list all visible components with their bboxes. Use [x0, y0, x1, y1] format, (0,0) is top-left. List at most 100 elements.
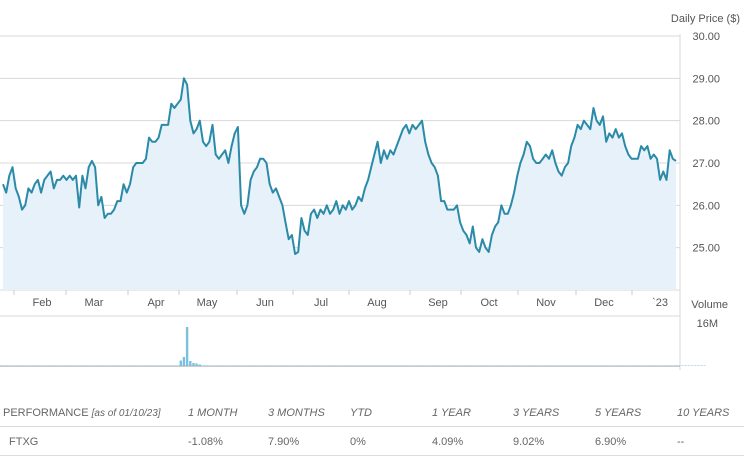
- performance-label: PERFORMANCE: [3, 407, 89, 419]
- volume-bar: [481, 365, 484, 366]
- volume-bar: [598, 365, 601, 366]
- volume-bar: [65, 365, 68, 366]
- volume-bar: [658, 365, 662, 366]
- volume-bar: [90, 365, 94, 366]
- volume-bar: [36, 365, 40, 366]
- volume-bar: [341, 365, 344, 366]
- volume-bar: [170, 365, 173, 366]
- x-tick-label: Aug: [367, 297, 387, 309]
- y-tick-label: 29.00: [692, 73, 720, 85]
- volume-bar: [573, 365, 576, 366]
- volume-bar: [309, 365, 313, 366]
- volume-bar: [516, 365, 519, 366]
- volume-bar: [274, 365, 278, 366]
- value-10-years: --: [677, 426, 744, 456]
- volume-bar: [668, 365, 671, 366]
- volume-bar: [189, 361, 192, 366]
- volume-bar: [525, 365, 528, 366]
- volume-bar: [646, 365, 649, 366]
- volume-bar: [630, 365, 633, 366]
- volume-bar: [255, 365, 259, 366]
- volume-bar: [449, 365, 452, 366]
- volume-bar: [687, 365, 690, 366]
- volume-bar: [138, 365, 141, 366]
- volume-bar: [157, 365, 160, 366]
- x-tick-label: Jul: [314, 297, 328, 309]
- volume-bar: [1, 365, 5, 366]
- x-tick-label: Sep: [428, 297, 448, 309]
- volume-bar: [509, 365, 513, 366]
- volume-bar: [325, 365, 328, 366]
- volume-bar: [370, 365, 373, 366]
- value-1-year: 4.09%: [432, 426, 513, 456]
- volume-bar: [424, 365, 427, 366]
- volume-bar: [58, 365, 62, 366]
- volume-bar: [392, 365, 395, 366]
- volume-bar: [570, 365, 573, 366]
- volume-bar: [300, 365, 303, 366]
- price-chart: Daily Price ($) 30.00 29.00 28.00 27.00 26.00…: [0, 13, 740, 370]
- volume-bar: [246, 365, 249, 366]
- volume-bar: [595, 365, 598, 366]
- volume-bar: [208, 365, 211, 366]
- volume-bar: [652, 365, 655, 366]
- volume-bar: [27, 365, 30, 366]
- volume-bar: [376, 365, 379, 366]
- volume-bar: [106, 365, 109, 366]
- volume-bar: [443, 365, 446, 366]
- volume-bar: [373, 365, 376, 366]
- price-line: [2, 77, 677, 255]
- volume-bar: [205, 365, 208, 366]
- volume-bar: [198, 364, 201, 366]
- x-tick-label: Apr: [147, 297, 164, 309]
- value-3-years: 9.02%: [513, 426, 595, 456]
- volume-bar: [297, 365, 300, 366]
- volume-bar: [268, 365, 271, 366]
- volume-bar: [166, 365, 170, 366]
- y-axis-title: Daily Price ($): [671, 13, 740, 25]
- volume-bar: [135, 365, 138, 366]
- volume-bar: [541, 365, 544, 366]
- volume-bar: [678, 365, 681, 366]
- volume-bar: [366, 365, 370, 366]
- volume-bar: [236, 365, 240, 366]
- y-tick-label: 30.00: [692, 31, 720, 43]
- volume-bar: [14, 365, 17, 366]
- volume-bar: [249, 365, 252, 366]
- volume-bar: [624, 365, 627, 366]
- volume-bar: [563, 365, 567, 366]
- volume-bar: [398, 365, 401, 366]
- volume-bar: [293, 365, 297, 366]
- volume-bar: [182, 357, 186, 366]
- col-1-month: 1 MONTH: [188, 398, 268, 427]
- col-1-year: 1 YEAR: [432, 398, 513, 427]
- volume-bar: [78, 365, 81, 366]
- volume-bar: [693, 365, 697, 366]
- ticker: FTXG: [0, 426, 188, 456]
- volume-bar: [335, 365, 338, 366]
- volume-bar: [55, 365, 59, 366]
- volume-title: Volume: [691, 299, 728, 311]
- volume-bar: [465, 365, 468, 366]
- volume-bar: [531, 365, 535, 366]
- volume-bar: [401, 365, 405, 366]
- performance-table: PERFORMANCE [as of 01/10/23] 1 MONTH 3 M…: [0, 398, 744, 456]
- volume-bar: [93, 365, 97, 366]
- volume-bar: [382, 365, 386, 366]
- volume-bar: [478, 365, 481, 366]
- volume-bar: [452, 365, 455, 366]
- volume-panel: Volume 16M: [0, 299, 728, 367]
- volume-bar: [284, 365, 287, 366]
- volume-bar: [395, 365, 398, 366]
- volume-bar: [620, 365, 624, 366]
- volume-bar: [224, 365, 227, 366]
- volume-bar: [271, 365, 274, 366]
- volume-bar: [239, 365, 243, 366]
- volume-bar: [487, 365, 490, 366]
- value-1-month: -1.08%: [188, 426, 268, 456]
- volume-bar: [493, 365, 497, 366]
- as-of-date: [as of 01/10/23]: [91, 408, 161, 419]
- volume-bar: [328, 365, 332, 366]
- volume-bar: [674, 365, 678, 366]
- volume-bar: [201, 365, 205, 366]
